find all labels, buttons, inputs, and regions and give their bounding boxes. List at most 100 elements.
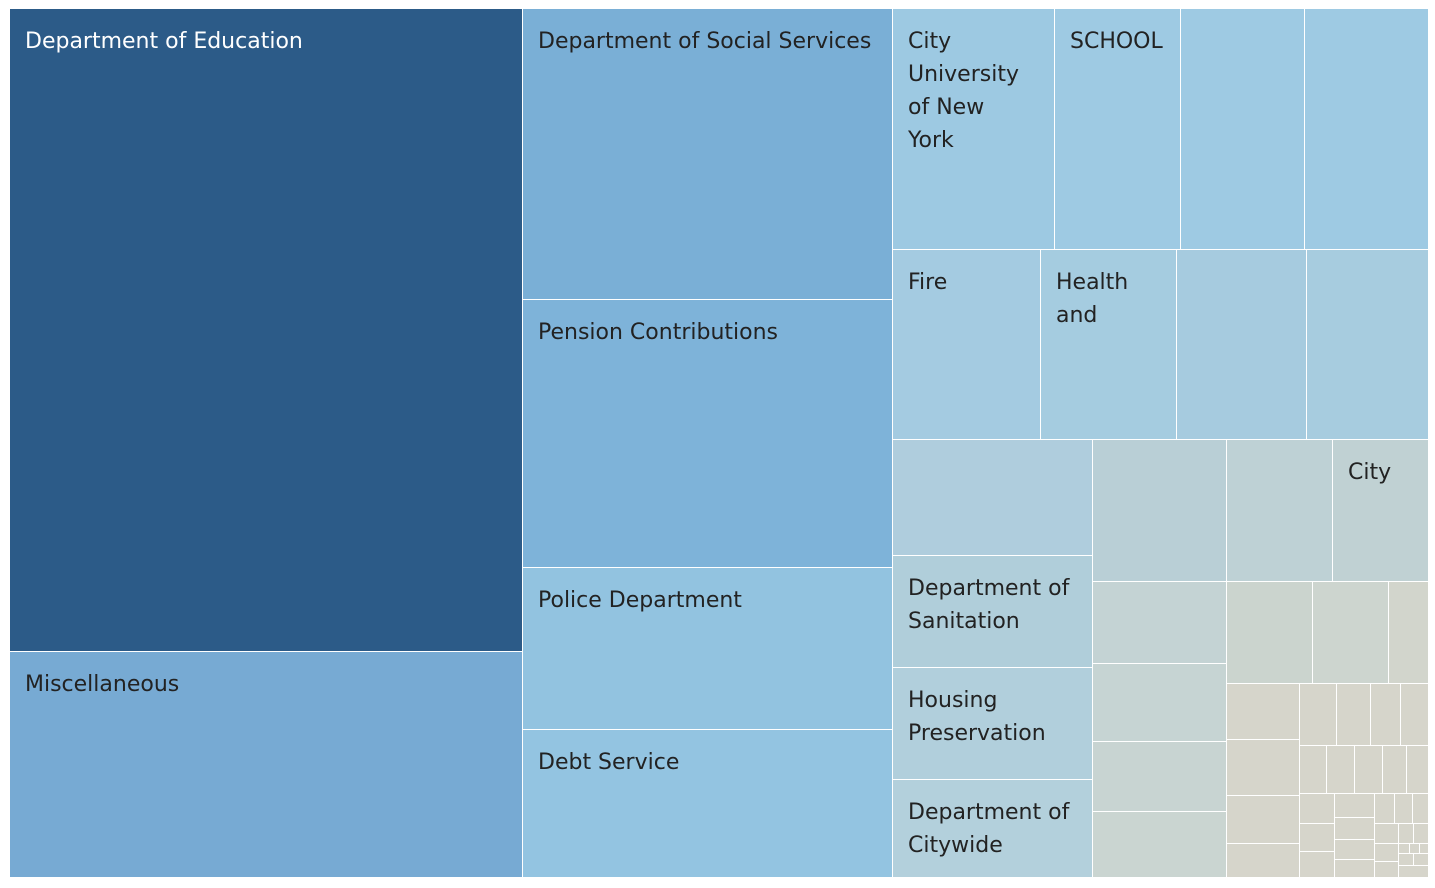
minor-tile[interactable] [1399,844,1409,853]
minor-tile[interactable] [1407,746,1428,793]
minor-tile[interactable] [1300,824,1334,851]
tile-rect-unlabeled-24[interactable] [1093,812,1226,877]
minor-tile[interactable] [1335,794,1374,817]
minor-tile[interactable] [1399,866,1428,877]
minor-tile[interactable] [1395,794,1412,823]
tile-department-of-social-services[interactable]: Department of Social Services [523,9,892,299]
minor-tile[interactable] [1335,840,1374,859]
tile-city-university-of-new-york[interactable]: City University of New York [893,9,1054,249]
tile-rect-fire[interactable] [893,250,1040,439]
tile-health-and[interactable]: Health and [1041,250,1176,439]
minor-tile[interactable] [1300,852,1334,877]
tile-rect-unlabeled-9[interactable] [1305,9,1428,249]
tile-unlabeled-23[interactable] [1093,742,1226,811]
tile-unlabeled-25[interactable] [1227,582,1312,683]
minor-tile[interactable] [1410,844,1419,853]
tile-rect-school[interactable] [1055,9,1180,249]
tile-city[interactable]: City [1333,440,1428,581]
tile-rect-miscellaneous[interactable] [10,652,522,877]
minor-tile[interactable] [1227,844,1299,877]
tile-unlabeled-18[interactable] [1093,440,1226,581]
tile-rect-unlabeled-8[interactable] [1181,9,1304,249]
minor-tile[interactable] [1300,684,1336,745]
tile-rect-unlabeled-18[interactable] [1093,440,1226,581]
minor-tile[interactable] [1371,684,1400,745]
tile-rect-unlabeled-12[interactable] [1177,250,1306,439]
minor-tile[interactable] [1401,684,1428,745]
minor-tile[interactable] [1383,746,1406,793]
tile-label-department-of-education: Department of Education [25,29,303,54]
minor-tile[interactable] [1414,854,1428,865]
minor-tile[interactable] [1335,860,1374,877]
minor-tile[interactable] [1335,818,1374,839]
tile-housing-preservation[interactable]: Housing Preservation [893,668,1092,779]
tile-unlabeled-13[interactable] [1307,250,1428,439]
minor-tile[interactable] [1300,794,1334,823]
minor-tile[interactable] [1399,854,1413,865]
tile-rect-pension-contributions[interactable] [523,300,892,567]
tile-label-line: Miscellaneous [25,672,179,697]
tile-rect-unlabeled-23[interactable] [1093,742,1226,811]
tile-rect-housing-preservation[interactable] [893,668,1092,779]
tile-rect-unlabeled-19[interactable] [1227,440,1332,581]
tile-unlabeled-8[interactable] [1181,9,1304,249]
tile-rect-city-university-of-new-york[interactable] [893,9,1054,249]
minor-tile[interactable] [1227,684,1299,739]
tile-rect-police-department[interactable] [523,568,892,729]
minor-tile[interactable] [1375,862,1398,877]
minor-tile[interactable] [1300,746,1326,793]
tile-rect-department-of-sanitation[interactable] [893,556,1092,667]
tile-label-pension-contributions: Pension Contributions [538,320,778,345]
tile-unlabeled-22[interactable] [1093,664,1226,741]
minor-tile[interactable] [1414,824,1428,843]
tile-unlabeled-19[interactable] [1227,440,1332,581]
minor-tile[interactable] [1375,824,1398,843]
tile-fire[interactable]: Fire [893,250,1040,439]
tile-label-miscellaneous: Miscellaneous [25,672,179,697]
tile-unlabeled-9[interactable] [1305,9,1428,249]
tile-rect-unlabeled-14[interactable] [893,440,1092,555]
tile-rect-debt-service[interactable] [523,730,892,877]
tile-rect-department-of-citywide[interactable] [893,780,1092,877]
tile-unlabeled-21[interactable] [1093,582,1226,663]
tile-rect-unlabeled-26[interactable] [1313,582,1388,683]
tile-label-police-department: Police Department [538,588,742,613]
tile-rect-health-and[interactable] [1041,250,1176,439]
tile-department-of-citywide[interactable]: Department of Citywide [893,780,1092,877]
tile-department-of-education[interactable]: Department of Education [10,9,522,651]
tile-pension-contributions[interactable]: Pension Contributions [523,300,892,567]
tile-rect-unlabeled-22[interactable] [1093,664,1226,741]
minor-tile[interactable] [1413,794,1428,823]
tile-label-line: Department of Social Services [538,29,871,54]
minor-tile[interactable] [1375,844,1398,861]
tile-label-line: City [1348,460,1391,485]
tile-school[interactable]: SCHOOL [1055,9,1180,249]
minor-tile[interactable] [1355,746,1382,793]
tile-unlabeled-26[interactable] [1313,582,1388,683]
tile-rect-department-of-social-services[interactable] [523,9,892,299]
minor-tile[interactable] [1327,746,1354,793]
minor-tile[interactable] [1227,740,1299,795]
tile-label-line: Pension Contributions [538,320,778,345]
tile-unlabeled-14[interactable] [893,440,1092,555]
tile-department-of-sanitation[interactable]: Department of Sanitation [893,556,1092,667]
tile-rect-unlabeled-13[interactable] [1307,250,1428,439]
minor-tile[interactable] [1420,844,1428,853]
tile-debt-service[interactable]: Debt Service [523,730,892,877]
tile-miscellaneous[interactable]: Miscellaneous [10,652,522,877]
tile-rect-city[interactable] [1333,440,1428,581]
minor-tile[interactable] [1337,684,1370,745]
minor-tile[interactable] [1375,794,1394,823]
tile-label-line: Citywide [908,833,1003,858]
minor-tile[interactable] [1399,824,1413,843]
tile-rect-department-of-education[interactable] [10,9,522,651]
tile-rect-unlabeled-27[interactable] [1389,582,1428,683]
tile-unlabeled-27[interactable] [1389,582,1428,683]
tile-unlabeled-12[interactable] [1177,250,1306,439]
tile-police-department[interactable]: Police Department [523,568,892,729]
tile-rect-unlabeled-25[interactable] [1227,582,1312,683]
tile-unlabeled-24[interactable] [1093,812,1226,877]
minor-tile[interactable] [1227,796,1299,843]
tile-rect-unlabeled-21[interactable] [1093,582,1226,663]
tile-label-line: Sanitation [908,609,1020,634]
